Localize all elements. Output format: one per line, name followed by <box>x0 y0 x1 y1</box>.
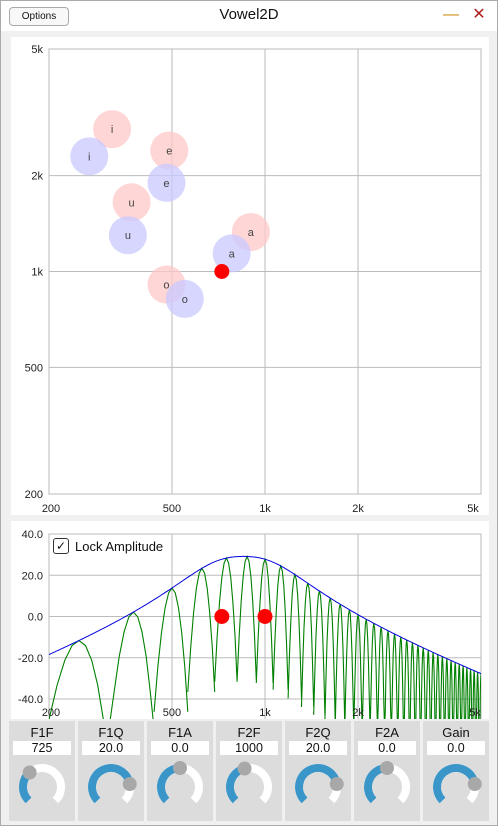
knob-dial-icon[interactable] <box>15 757 69 813</box>
vowel-target-blue[interactable] <box>212 234 251 273</box>
spectrum-y-tick-label: 20.0 <box>22 570 43 582</box>
vowel-target-blue[interactable] <box>70 137 109 176</box>
knob-f1q[interactable]: F1Q 20.0 <box>78 721 144 821</box>
pad-y-tick-label: 5k <box>31 44 43 56</box>
knob-value[interactable]: 20.0 <box>82 741 140 755</box>
knob-value[interactable]: 0.0 <box>151 741 209 755</box>
vowel-pad-panel[interactable]: 200 200 500 500 1k 1k 2k 2k 5k 5k i e u a o i e u a o <box>11 37 489 515</box>
knob-f2a[interactable]: F2A 0.0 <box>354 721 420 821</box>
vowel-pad-plot[interactable]: 200 200 500 500 1k 1k 2k 2k 5k 5k i e u a o i e u a o <box>11 37 489 515</box>
spectrum-x-tick-label: 200 <box>42 707 60 719</box>
knob-gain[interactable]: Gain 0.0 <box>423 721 489 821</box>
knob-dial-icon[interactable] <box>84 757 138 813</box>
pad-y-tick-label: 500 <box>25 362 43 374</box>
knob-label: F1A <box>168 725 192 740</box>
formant-marker[interactable] <box>214 609 230 624</box>
knob-value-arc <box>295 764 341 804</box>
vowel-target-blue[interactable] <box>165 279 204 318</box>
knob-handle[interactable] <box>122 777 137 792</box>
vowel-label: o <box>182 294 188 306</box>
envelope-curve <box>49 555 481 675</box>
knob-handle[interactable] <box>237 761 252 776</box>
pad-x-tick-label: 2k <box>352 503 364 515</box>
knob-value[interactable]: 1000 <box>220 741 278 755</box>
spectrum-y-tick-label: 0.0 <box>28 612 43 624</box>
vowel-label: u <box>129 197 135 209</box>
pad-x-tick-label: 1k <box>259 503 271 515</box>
knob-value[interactable]: 725 <box>13 741 71 755</box>
knob-handle[interactable] <box>329 777 344 792</box>
vowel-label: u <box>125 230 131 242</box>
pad-x-tick-label: 200 <box>42 503 60 515</box>
vowel-label: e <box>163 178 169 190</box>
vowel-label: i <box>111 124 113 136</box>
vowel-target-pink[interactable] <box>93 110 132 149</box>
knob-value[interactable]: 0.0 <box>358 741 416 755</box>
knob-label: Gain <box>442 725 470 740</box>
pad-y-tick-label: 1k <box>31 267 43 279</box>
formant-marker[interactable] <box>257 609 273 624</box>
knob-dial-icon[interactable] <box>291 757 345 813</box>
knob-label: F1Q <box>98 725 124 740</box>
vowel-label: a <box>248 227 255 239</box>
knob-f2q[interactable]: F2Q 20.0 <box>285 721 351 821</box>
knob-dial-icon[interactable] <box>429 757 483 813</box>
lock-amplitude-checkbox[interactable]: ✓ Lock Amplitude <box>53 537 163 555</box>
vowel-label: o <box>163 280 169 292</box>
knob-f2f[interactable]: F2F 1000 <box>216 721 282 821</box>
vowel-label: a <box>229 248 236 260</box>
vowel-target-pink[interactable] <box>150 131 189 170</box>
spectrum-x-tick-label: 5k <box>469 707 481 719</box>
vowel-target-blue[interactable] <box>108 216 147 255</box>
pad-y-tick-label: 200 <box>25 489 43 501</box>
minimize-icon[interactable]: — <box>443 6 459 23</box>
knob-f1f[interactable]: F1F 725 <box>9 721 75 821</box>
spectrum-x-tick-label: 500 <box>163 707 181 719</box>
spectrum-curves <box>49 555 481 719</box>
pad-x-tick-label: 5k <box>467 503 479 515</box>
vowel-target-blue[interactable] <box>147 163 186 202</box>
knob-dial-icon[interactable] <box>222 757 276 813</box>
knob-handle[interactable] <box>173 761 187 775</box>
spectrum-panel[interactable]: 40.0 20.0 0.0 -20.0 -40.0 200 500 1k 2k 5k <box>11 521 489 719</box>
options-button[interactable]: Options <box>9 7 69 26</box>
vowel-target-pink[interactable] <box>112 183 151 222</box>
window-title: Vowel2D <box>219 6 279 23</box>
pad-x-tick-label: 500 <box>163 503 181 515</box>
spectrum-y-tick-label: 40.0 <box>22 529 43 541</box>
spectrum-y-tick-label: -20.0 <box>18 653 43 665</box>
knob-label: F2A <box>375 725 399 740</box>
knob-label: F2Q <box>305 725 331 740</box>
knob-label: F2F <box>237 725 261 740</box>
vowel-label: i <box>88 151 90 163</box>
knob-handle[interactable] <box>22 765 37 780</box>
spectrum-x-tick-label: 1k <box>259 707 271 719</box>
lock-amplitude-label: Lock Amplitude <box>75 538 164 554</box>
spectrum-x-tick-label: 2k <box>352 707 364 719</box>
checkbox-check-icon[interactable]: ✓ <box>53 538 69 554</box>
close-icon[interactable]: ✕ <box>472 6 486 23</box>
pad-y-tick-label: 2k <box>31 171 43 183</box>
knob-value-arc <box>433 764 479 804</box>
knob-strip: F1F 725 F1Q 20.0 F1A 0.0 F2F 1000 F2Q 20… <box>9 721 491 821</box>
knob-label: F1F <box>30 725 54 740</box>
knob-f1a[interactable]: F1A 0.0 <box>147 721 213 821</box>
formant-cursor[interactable] <box>214 264 230 279</box>
knob-value[interactable]: 0.0 <box>427 741 485 755</box>
title-bar: Options Vowel2D — ✕ <box>1 1 497 31</box>
spectrum-y-tick-label: -40.0 <box>18 694 43 706</box>
knob-handle[interactable] <box>467 777 482 792</box>
knob-handle[interactable] <box>380 761 394 775</box>
knob-dial-icon[interactable] <box>153 757 207 813</box>
vowel-label: e <box>166 145 172 157</box>
knob-value[interactable]: 20.0 <box>289 741 347 755</box>
knob-dial-icon[interactable] <box>360 757 414 813</box>
knob-value-arc <box>88 764 134 804</box>
